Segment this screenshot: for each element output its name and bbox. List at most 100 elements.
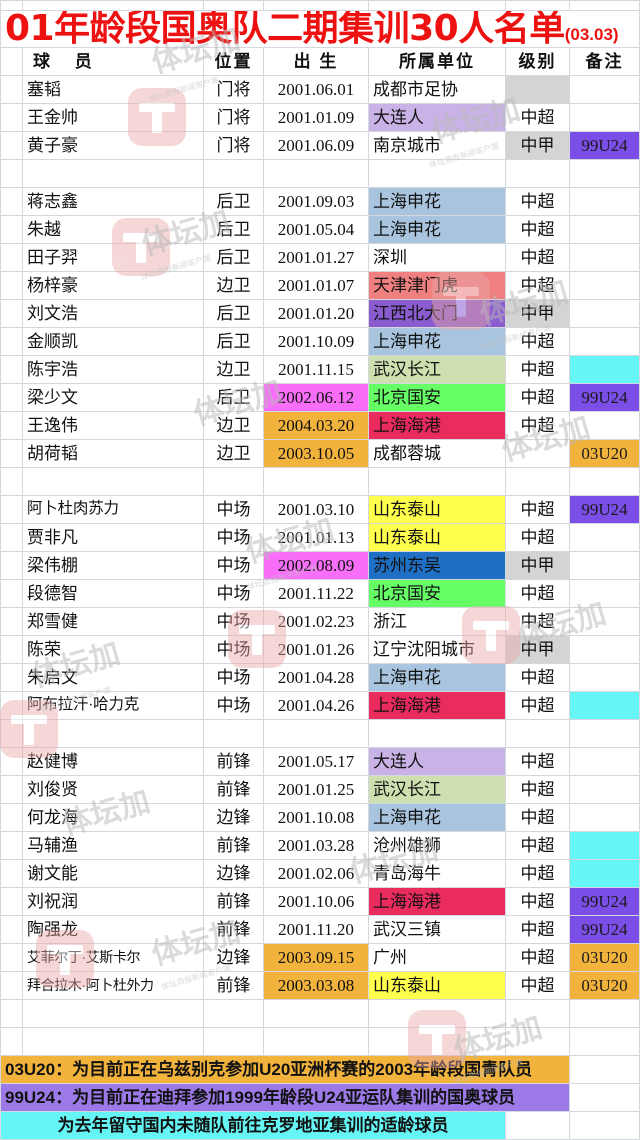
player-note-cell[interactable]	[569, 103, 640, 132]
table-row[interactable]: 胡荷韬 边卫 2003.10.05 成都蓉城 03U20	[0, 439, 640, 468]
player-name-cell[interactable]: 杨梓豪	[22, 271, 204, 300]
player-club-cell[interactable]: 沧州雄狮	[368, 831, 506, 860]
table-row[interactable]: 拜合拉木·阿卜杜外力 前锋 2003.03.08 山东泰山 中超 03U20	[0, 971, 640, 1000]
player-position-cell[interactable]: 边卫	[203, 439, 264, 468]
table-row[interactable]: 梁伟棚 中场 2002.08.09 苏州东吴 中甲	[0, 551, 640, 580]
table-row[interactable]: 朱越 后卫 2001.05.04 上海申花 中超	[0, 215, 640, 244]
player-note-cell[interactable]	[569, 831, 640, 860]
player-name-cell[interactable]: 拜合拉木·阿卜杜外力	[22, 971, 204, 1000]
player-level-cell[interactable]: 中超	[505, 243, 570, 272]
player-birthdate-cell[interactable]: 2003.03.08	[263, 971, 369, 1000]
table-row[interactable]: 陈宇浩 边卫 2001.11.15 武汉长江 中超	[0, 355, 640, 384]
table-row[interactable]: 何龙海 边锋 2001.10.08 上海申花 中超	[0, 803, 640, 832]
player-level-cell[interactable]: 中甲	[505, 551, 570, 580]
table-row[interactable]: 刘文浩 后卫 2001.01.20 江西北大门 中甲	[0, 299, 640, 328]
player-note-cell[interactable]	[569, 187, 640, 216]
player-position-cell[interactable]: 后卫	[203, 299, 264, 328]
player-name-cell[interactable]: 陶强龙	[22, 915, 204, 944]
player-note-cell[interactable]: 99U24	[569, 383, 640, 412]
player-birthdate-cell[interactable]: 2001.01.13	[263, 523, 369, 552]
player-note-cell[interactable]	[569, 859, 640, 888]
player-club-cell[interactable]: 北京国安	[368, 383, 506, 412]
player-name-cell[interactable]: 胡荷韬	[22, 439, 204, 468]
player-note-cell[interactable]	[569, 271, 640, 300]
player-position-cell[interactable]: 后卫	[203, 383, 264, 412]
player-note-cell[interactable]	[569, 215, 640, 244]
player-level-cell[interactable]: 中超	[505, 943, 570, 972]
player-birthdate-cell[interactable]: 2002.08.09	[263, 551, 369, 580]
player-birthdate-cell[interactable]: 2001.01.09	[263, 103, 369, 132]
player-name-cell[interactable]: 王逸伟	[22, 411, 204, 440]
player-name-cell[interactable]: 梁伟棚	[22, 551, 204, 580]
player-club-cell[interactable]: 武汉长江	[368, 775, 506, 804]
player-name-cell[interactable]: 段德智	[22, 579, 204, 608]
player-position-cell[interactable]: 前锋	[203, 747, 264, 776]
player-position-cell[interactable]: 中场	[203, 495, 264, 524]
player-note-cell[interactable]: 99U24	[569, 915, 640, 944]
player-name-cell[interactable]: 何龙海	[22, 803, 204, 832]
player-club-cell[interactable]: 苏州东吴	[368, 551, 506, 580]
player-note-cell[interactable]	[569, 635, 640, 664]
player-position-cell[interactable]: 中场	[203, 523, 264, 552]
player-club-cell[interactable]: 山东泰山	[368, 971, 506, 1000]
player-note-cell[interactable]: 03U20	[569, 943, 640, 972]
table-row[interactable]: 塞韬 门将 2001.06.01 成都市足协	[0, 75, 640, 104]
player-note-cell[interactable]: 03U20	[569, 971, 640, 1000]
player-birthdate-cell[interactable]: 2001.01.26	[263, 635, 369, 664]
table-row[interactable]: 王金帅 门将 2001.01.09 大连人 中超	[0, 103, 640, 132]
player-note-cell[interactable]	[569, 243, 640, 272]
player-birthdate-cell[interactable]: 2001.01.27	[263, 243, 369, 272]
player-note-cell[interactable]	[569, 691, 640, 720]
player-birthdate-cell[interactable]: 2001.09.03	[263, 187, 369, 216]
player-club-cell[interactable]: 上海海港	[368, 411, 506, 440]
player-level-cell[interactable]: 中超	[505, 775, 570, 804]
player-name-cell[interactable]: 赵健博	[22, 747, 204, 776]
player-level-cell[interactable]: 中超	[505, 607, 570, 636]
table-row[interactable]: 蒋志鑫 后卫 2001.09.03 上海申花 中超	[0, 187, 640, 216]
table-row[interactable]: 阿布拉汗·哈力克 中场 2001.04.26 上海海港 中超	[0, 691, 640, 720]
player-level-cell[interactable]: 中超	[505, 187, 570, 216]
player-position-cell[interactable]: 中场	[203, 607, 264, 636]
player-club-cell[interactable]: 天津津门虎	[368, 271, 506, 300]
player-note-cell[interactable]	[569, 551, 640, 580]
player-name-cell[interactable]: 阿卜杜肉苏力	[22, 495, 204, 524]
player-level-cell[interactable]: 中超	[505, 523, 570, 552]
player-position-cell[interactable]: 边锋	[203, 943, 264, 972]
player-name-cell[interactable]: 田子羿	[22, 243, 204, 272]
player-name-cell[interactable]: 谢文能	[22, 859, 204, 888]
player-position-cell[interactable]: 中场	[203, 663, 264, 692]
table-row[interactable]: 谢文能 边锋 2001.02.06 青岛海牛 中超	[0, 859, 640, 888]
player-level-cell[interactable]: 中甲	[505, 131, 570, 160]
player-birthdate-cell[interactable]: 2001.01.20	[263, 299, 369, 328]
player-level-cell[interactable]: 中超	[505, 271, 570, 300]
player-birthdate-cell[interactable]: 2001.03.28	[263, 831, 369, 860]
player-level-cell[interactable]: 中超	[505, 411, 570, 440]
player-club-cell[interactable]: 成都蓉城	[368, 439, 506, 468]
player-name-cell[interactable]: 朱启文	[22, 663, 204, 692]
player-club-cell[interactable]: 辽宁沈阳城市	[368, 635, 506, 664]
table-row[interactable]: 阿卜杜肉苏力 中场 2001.03.10 山东泰山 中超 99U24	[0, 495, 640, 524]
player-birthdate-cell[interactable]: 2001.05.04	[263, 215, 369, 244]
player-note-cell[interactable]	[569, 327, 640, 356]
player-level-cell[interactable]: 中超	[505, 495, 570, 524]
table-row[interactable]: 梁少文 后卫 2002.06.12 北京国安 中超 99U24	[0, 383, 640, 412]
player-position-cell[interactable]: 边卫	[203, 355, 264, 384]
player-club-cell[interactable]: 武汉长江	[368, 355, 506, 384]
player-birthdate-cell[interactable]: 2001.02.06	[263, 859, 369, 888]
table-row[interactable]: 陈荣 中场 2001.01.26 辽宁沈阳城市 中甲	[0, 635, 640, 664]
table-row[interactable]: 杨梓豪 边卫 2001.01.07 天津津门虎 中超	[0, 271, 640, 300]
player-club-cell[interactable]: 上海申花	[368, 215, 506, 244]
player-club-cell[interactable]: 江西北大门	[368, 299, 506, 328]
player-club-cell[interactable]: 上海申花	[368, 663, 506, 692]
player-club-cell[interactable]: 上海申花	[368, 187, 506, 216]
player-birthdate-cell[interactable]: 2001.11.20	[263, 915, 369, 944]
player-club-cell[interactable]: 广州	[368, 943, 506, 972]
player-position-cell[interactable]: 前锋	[203, 887, 264, 916]
player-position-cell[interactable]: 后卫	[203, 243, 264, 272]
player-position-cell[interactable]: 边卫	[203, 271, 264, 300]
table-row[interactable]: 刘俊贤 前锋 2001.01.25 武汉长江 中超	[0, 775, 640, 804]
player-level-cell[interactable]: 中超	[505, 579, 570, 608]
player-birthdate-cell[interactable]: 2001.04.26	[263, 691, 369, 720]
player-position-cell[interactable]: 门将	[203, 103, 264, 132]
player-birthdate-cell[interactable]: 2001.11.22	[263, 579, 369, 608]
